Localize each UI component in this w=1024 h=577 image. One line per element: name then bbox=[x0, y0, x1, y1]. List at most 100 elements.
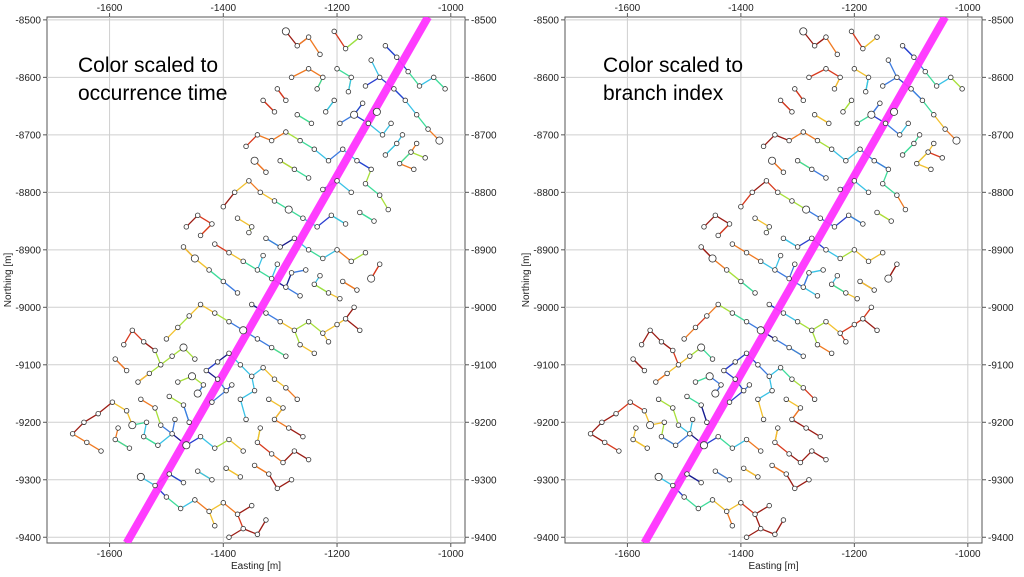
data-layer bbox=[69, 17, 448, 543]
event-point bbox=[284, 205, 293, 214]
y-tick-label: -9000 bbox=[533, 303, 559, 314]
event-point bbox=[672, 442, 679, 448]
branch-segment bbox=[825, 249, 841, 259]
event-point bbox=[271, 416, 278, 423]
event-point bbox=[286, 425, 292, 431]
event-point bbox=[792, 86, 798, 92]
branch-segment bbox=[726, 269, 742, 282]
branch-segment bbox=[785, 473, 796, 489]
event-point bbox=[911, 54, 917, 60]
branch-segment bbox=[237, 217, 253, 228]
event-point bbox=[772, 439, 778, 446]
event-point bbox=[243, 143, 249, 150]
branch-segment bbox=[228, 528, 244, 538]
event-point bbox=[263, 517, 269, 523]
event-point bbox=[809, 448, 815, 454]
event-point bbox=[260, 364, 266, 371]
event-point bbox=[905, 120, 911, 127]
event-point bbox=[283, 97, 289, 104]
event-point bbox=[860, 221, 866, 227]
event-point bbox=[755, 474, 761, 480]
event-point bbox=[670, 347, 676, 354]
branch-segment bbox=[825, 36, 838, 55]
branch-segment bbox=[419, 76, 435, 87]
event-point bbox=[175, 324, 181, 331]
event-point bbox=[709, 356, 716, 362]
branch-segment bbox=[754, 505, 770, 515]
event-point bbox=[738, 500, 744, 506]
event-point bbox=[874, 327, 880, 334]
event-point bbox=[834, 51, 841, 58]
event-point bbox=[388, 120, 394, 127]
event-point bbox=[340, 278, 346, 285]
y-tick-label-right: -9000 bbox=[471, 303, 497, 314]
y-tick-label-right: -9300 bbox=[471, 475, 497, 486]
y-tick-label: -9300 bbox=[533, 475, 559, 486]
event-point bbox=[320, 74, 326, 81]
event-point bbox=[931, 112, 937, 118]
event-point bbox=[799, 27, 808, 36]
event-point bbox=[602, 439, 608, 446]
branch-segment bbox=[788, 131, 804, 142]
event-point bbox=[237, 474, 244, 480]
event-point bbox=[140, 433, 147, 440]
event-point bbox=[802, 205, 811, 214]
event-point bbox=[732, 359, 738, 365]
branch-segment bbox=[208, 502, 224, 512]
event-point bbox=[206, 267, 212, 273]
event-point bbox=[768, 156, 777, 165]
branch-segment bbox=[933, 114, 946, 130]
branch-segment bbox=[785, 398, 801, 409]
event-point bbox=[280, 459, 286, 466]
event-point bbox=[240, 258, 246, 265]
event-point bbox=[633, 425, 639, 431]
event-point bbox=[760, 416, 767, 423]
event-point bbox=[837, 186, 843, 193]
event-point bbox=[115, 425, 121, 431]
event-point bbox=[809, 166, 815, 173]
event-point bbox=[188, 372, 197, 381]
event-point bbox=[368, 57, 374, 63]
branch-segment bbox=[882, 183, 898, 196]
x-tick-label-top: -1400 bbox=[211, 3, 237, 14]
event-point bbox=[627, 399, 633, 405]
branch-segment bbox=[700, 404, 708, 423]
event-point bbox=[311, 146, 317, 152]
event-point bbox=[630, 356, 636, 362]
event-point bbox=[166, 393, 172, 400]
event-point bbox=[239, 326, 248, 335]
branch-segment bbox=[328, 148, 344, 162]
event-point bbox=[711, 389, 720, 398]
event-point bbox=[760, 143, 767, 150]
x-tick-label: -1200 bbox=[842, 549, 868, 560]
branch-segment bbox=[774, 519, 784, 535]
event-point bbox=[308, 120, 315, 127]
event-point bbox=[763, 178, 770, 184]
event-point bbox=[288, 74, 295, 81]
branch-segment bbox=[601, 413, 617, 423]
event-point bbox=[254, 336, 261, 342]
branch-segment bbox=[717, 436, 733, 449]
branch-segment bbox=[825, 321, 841, 334]
event-point bbox=[226, 249, 232, 256]
branch-segment bbox=[845, 148, 861, 162]
event-point bbox=[212, 523, 218, 529]
branch-segment bbox=[746, 439, 762, 452]
event-point bbox=[865, 189, 872, 196]
event-point bbox=[254, 439, 261, 446]
event-point bbox=[862, 89, 869, 95]
event-point bbox=[166, 471, 172, 477]
branch-segment bbox=[675, 433, 691, 446]
event-point bbox=[794, 244, 801, 250]
y-tick-label: -8600 bbox=[533, 73, 559, 84]
branch-segment bbox=[740, 502, 756, 515]
branch-segment bbox=[308, 249, 324, 259]
event-point bbox=[405, 68, 411, 75]
event-point bbox=[792, 485, 798, 492]
event-point bbox=[254, 531, 261, 538]
event-point bbox=[786, 275, 792, 282]
event-point bbox=[350, 110, 359, 119]
event-point bbox=[69, 431, 76, 437]
branch-segment bbox=[697, 499, 713, 510]
event-point bbox=[297, 137, 303, 144]
